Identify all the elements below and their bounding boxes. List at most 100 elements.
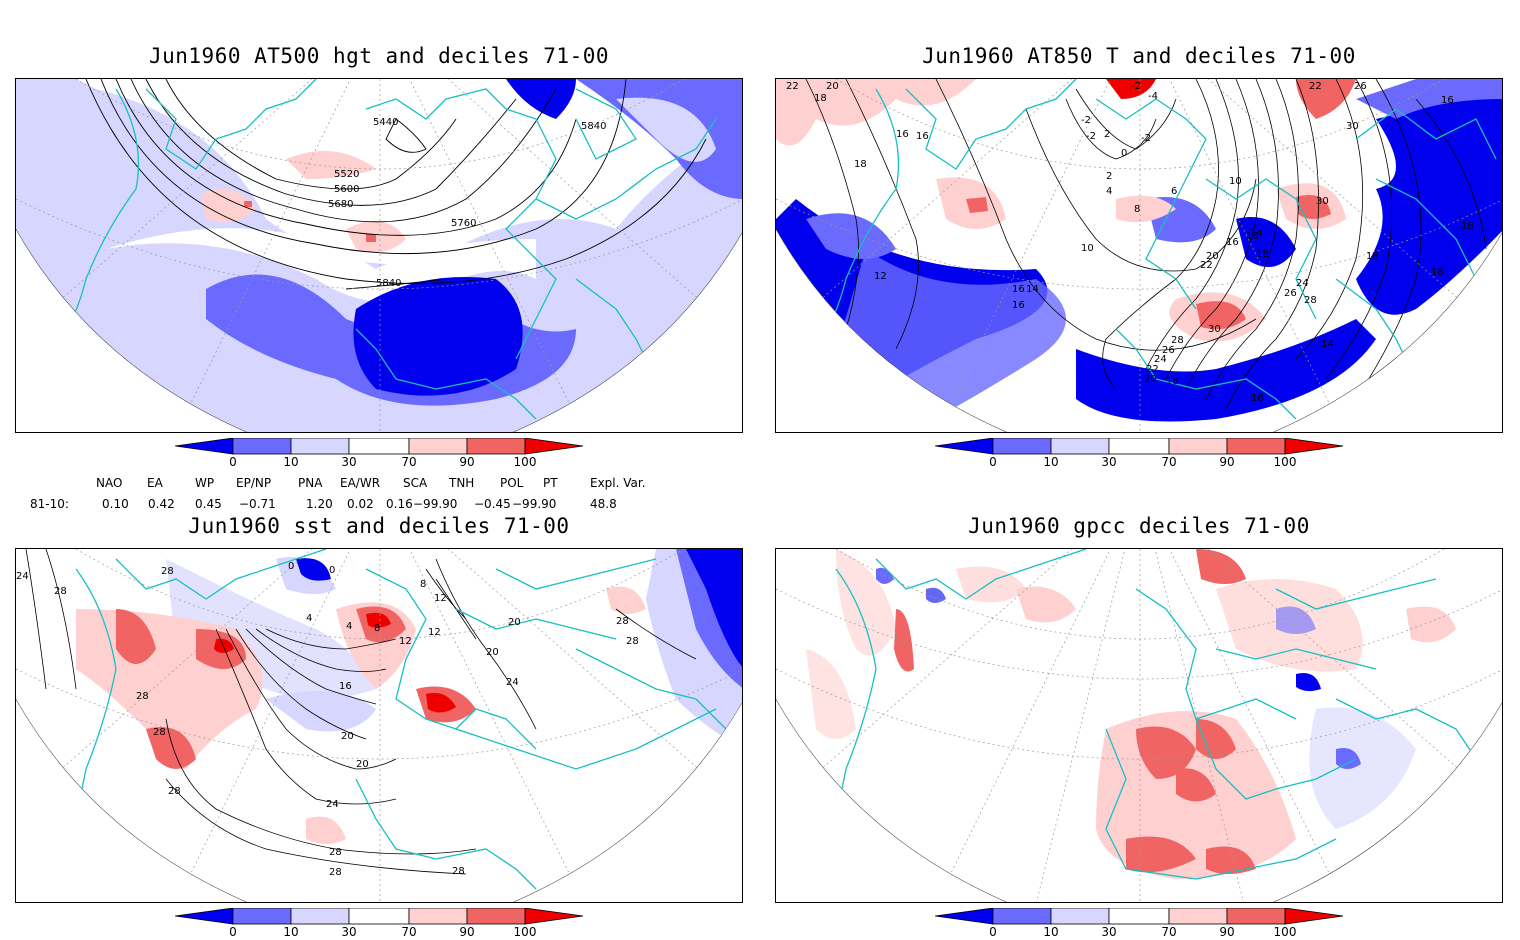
colorbar-label: 30 [1101,925,1117,939]
panel-title-sst: Jun1960 sst and deciles 71-00 [188,514,570,538]
contour-label: 5440 [373,117,398,128]
colorbar-label: 100 [513,455,537,469]
contour-label: 28 [329,847,342,858]
colorbar-label: 100 [513,925,537,939]
contour-label: 24 [16,571,29,582]
contour-label: 28 [1171,335,1184,346]
contour-label: 5840 [581,121,606,132]
contour-label: 30 [1346,121,1359,132]
contour-label: 28 [161,566,174,577]
contour-label: 2 [1104,129,1110,140]
contour-label: 4 [1106,186,1112,197]
index-value: −99.90 [413,497,458,511]
contour-label: 28 [616,616,629,627]
contour-label: 12 [428,627,441,638]
map-at500-hgt: 5440 5520 5600 5680 5760 5840 5840 [15,78,743,433]
contour-label: 16 [916,131,929,142]
contour-label: 22 [1200,260,1213,271]
index-header: SCA [403,476,428,490]
contour-label: 0 [329,565,335,576]
colorbar-label: 0 [229,925,237,939]
map-at500-svg: 5440 5520 5600 5680 5760 5840 5840 [16,79,742,432]
contour-label: 20 [1144,374,1157,385]
contour-label: 16 [1246,231,1259,242]
contour-label: 28 [168,786,181,797]
index-header: POL [500,476,524,490]
index-header: NAO [96,476,123,490]
contour-label: 20 [508,617,521,628]
contour-label: 28 [136,691,149,702]
index-header: WP [195,476,215,490]
colorbar-sst: 0 10 30 70 90 100 [174,907,585,940]
contour-label: 5600 [334,184,359,195]
contour-label: 18 [1431,267,1444,278]
index-header: TNH [449,476,475,490]
contour-label: 20 [341,731,354,742]
contour-label: 16 [1226,237,1239,248]
contour-label: 8 [420,579,426,590]
colorbar-at500: 0 10 30 70 90 100 [174,437,585,474]
index-header: PT [543,476,558,490]
contour-label: 2 [1106,171,1112,182]
contour-label: 20 [826,81,839,92]
contour-label: 14 [1026,284,1039,295]
index-value: 1.20 [306,497,333,511]
contour-label: 5520 [334,169,359,180]
contour-label: 14 [1321,339,1334,350]
colorbar-label: 100 [1273,455,1297,469]
contour-label: 4 [346,621,352,632]
colorbar-at850: 0 10 30 70 90 100 [934,437,1345,474]
map-sst: 24 28 28 0 0 4 8 12 12 4 8 12 16 20 20 2… [15,548,743,903]
colorbar-label: 70 [1161,455,1177,469]
contour-label: 0 [288,561,294,572]
contour-label: 28 [54,586,67,597]
map-at850-t: 22 20 18 16 -2 -4 22 26 -2 2 -2 0 18 16 … [775,78,1503,433]
colorbar-gpcc: 0 10 30 70 90 100 [934,907,1345,940]
contour-label: 6 [1171,186,1177,197]
contour-label: 16 [1012,284,1025,295]
map-at850-svg: 22 20 18 16 -2 -4 22 26 -2 2 -2 0 18 16 … [776,79,1502,432]
index-header: EA/WR [340,476,381,490]
colorbar-label: 10 [1043,455,1059,469]
contour-label: 18 [1366,251,1379,262]
contour-label: 4 [306,613,312,624]
index-value: −0.71 [239,497,276,511]
contour-label: 24 [506,677,519,688]
colorbar-label: 70 [1161,925,1177,939]
map-sst-svg: 24 28 28 0 0 4 8 12 12 4 8 12 16 20 20 2… [16,549,742,902]
contour-label: 16 [339,681,352,692]
colorbar-label: 10 [283,455,299,469]
contour-label: 28 [329,867,342,878]
panel-title-at500: Jun1960 AT500 hgt and deciles 71-00 [148,44,609,68]
panel-title-at850: Jun1960 AT850 T and deciles 71-00 [922,44,1356,68]
colorbar-svg [174,437,584,455]
colorbar-label: 90 [1219,925,1235,939]
contour-label: 20 [356,759,369,770]
index-value: −0.45 [474,497,511,511]
contour-label: 12 [434,593,447,604]
contour-label: -2 [1081,115,1091,126]
colorbar-svg [174,907,584,925]
contour-label: 16 [896,129,909,140]
contour-label: 22 [786,81,799,92]
colorbar-label: 10 [283,925,299,939]
contour-label: 16 [1012,300,1025,311]
contour-label: 12 [874,271,887,282]
contour-label: 28 [153,727,166,738]
map-gpcc [775,548,1503,903]
contour-label: 5680 [328,199,353,210]
contour-label: 8 [1134,204,1140,215]
contour-label: 5760 [451,218,476,229]
contour-label: -2 [1086,131,1096,142]
colorbar-label: 70 [401,455,417,469]
contour-label: 22 [1309,81,1322,92]
contour-label: 8 [374,623,380,634]
contour-label: -4 [1148,91,1158,102]
contour-label: 12 [399,636,412,647]
index-value: 0.16 [386,497,413,511]
contour-label: 28 [452,866,465,877]
contour-label: 28 [626,636,639,647]
teleconnection-indices: NAO EA WP EP/NP PNA EA/WR SCA TNH POL PT… [0,476,760,516]
contour-label: 28 [1304,295,1317,306]
contour-label: 30 [1208,324,1221,335]
